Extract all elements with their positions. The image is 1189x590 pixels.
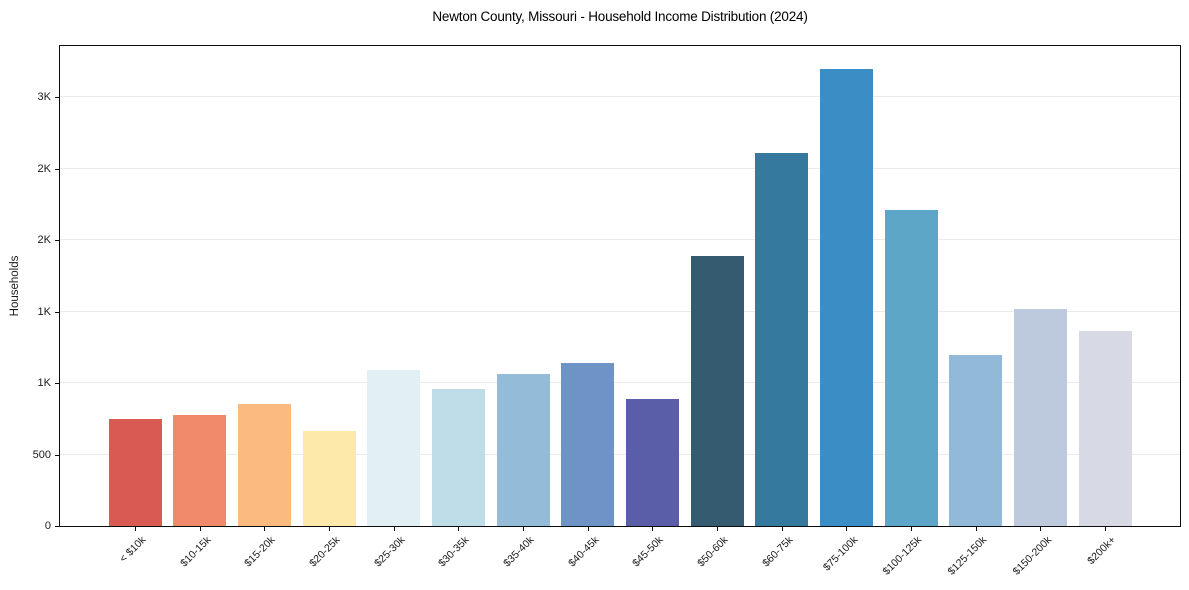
gridline	[60, 239, 1180, 241]
x-tick-mark	[846, 527, 848, 531]
gridline	[60, 310, 1180, 312]
y-tick-mark	[55, 168, 59, 170]
bar-$50-60k	[690, 256, 744, 526]
x-tick-mark	[523, 527, 524, 531]
x-tick-mark	[652, 527, 654, 531]
x-tick-label: $35-40k	[501, 534, 537, 570]
bar-$35-40k	[496, 374, 550, 526]
gridline	[60, 96, 1180, 98]
y-tick-label: 2K	[37, 162, 51, 175]
x-tick-mark	[393, 527, 395, 531]
bar-< $10k	[108, 419, 162, 526]
y-tick-mark	[55, 383, 59, 385]
x-tick-label: $200k+	[1085, 534, 1119, 568]
y-tick-label: 1K	[37, 377, 51, 390]
y-tick-label: 1K	[37, 305, 51, 318]
plot-area	[59, 45, 1181, 527]
x-tick-label: $25-30k	[371, 534, 408, 570]
bar-$150-200k	[1013, 309, 1067, 526]
x-tick-mark	[717, 527, 718, 531]
x-tick-mark	[781, 527, 783, 531]
gridline	[60, 453, 1180, 455]
x-tick-mark	[975, 527, 977, 531]
x-tick-label: $75-100k	[820, 534, 860, 574]
x-tick-mark	[199, 527, 201, 531]
y-tick-mark	[55, 311, 59, 313]
x-tick-label: $50-60k	[695, 534, 731, 570]
bar-$200k+	[1078, 331, 1132, 526]
x-tick-label: < $10k	[117, 534, 149, 565]
bar-$20-25k	[302, 430, 356, 526]
x-tick-label: $45-50k	[630, 534, 666, 570]
x-tick-label: $20-25k	[307, 534, 343, 570]
x-tick-mark	[264, 527, 266, 531]
x-tick-mark	[329, 527, 330, 531]
y-tick-label: 3K	[37, 91, 51, 104]
x-tick-label: $10-15k	[177, 534, 214, 570]
x-tick-mark	[1105, 527, 1106, 531]
y-tick-label: 500	[32, 448, 51, 461]
bar-$15-20k	[237, 404, 291, 526]
bar-$30-35k	[431, 389, 485, 526]
chart-title: Newton County, Missouri - Household Inco…	[432, 9, 808, 24]
bar-$10-15k	[173, 415, 227, 526]
bar-$100-125k	[884, 210, 938, 526]
bar-$25-30k	[367, 370, 421, 526]
x-tick-label: $30-35k	[436, 534, 472, 570]
y-tick-label: 0	[44, 520, 51, 532]
gridline	[60, 382, 1180, 384]
y-tick-mark	[55, 526, 59, 527]
x-tick-mark	[587, 527, 589, 531]
bar-$60-75k	[755, 152, 809, 526]
y-tick-mark	[55, 240, 59, 242]
x-tick-mark	[458, 527, 460, 531]
x-tick-mark	[135, 527, 136, 531]
x-tick-label: $40-45k	[565, 534, 602, 570]
x-tick-label: $150-200k	[1010, 534, 1054, 578]
x-tick-label: $60-75k	[759, 534, 796, 570]
y-tick-label: 2K	[37, 234, 51, 247]
y-tick-mark	[55, 454, 59, 456]
x-tick-label: $100-125k	[880, 534, 925, 578]
bar-$45-50k	[625, 398, 679, 526]
bar-$125-150k	[949, 355, 1003, 526]
gridline	[60, 167, 1180, 169]
y-tick-mark	[55, 97, 59, 99]
x-tick-mark	[911, 527, 912, 531]
bar-$40-45k	[561, 363, 615, 526]
bar-$75-100k	[819, 69, 873, 526]
x-tick-label: $15-20k	[242, 534, 278, 570]
x-tick-label: $125-150k	[945, 534, 990, 578]
x-tick-mark	[1040, 527, 1042, 531]
